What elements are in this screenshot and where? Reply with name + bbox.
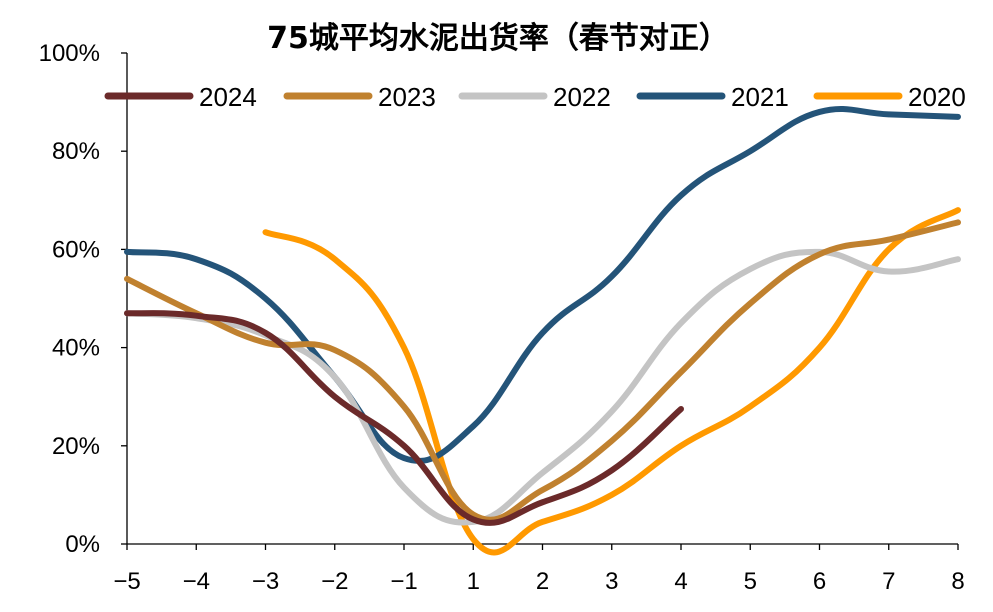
y-tick-label: 0% xyxy=(65,531,100,558)
x-tick-label: −5 xyxy=(113,568,140,595)
series-line-2022 xyxy=(124,248,961,526)
series-line-2021 xyxy=(124,106,961,464)
y-tick-label: 20% xyxy=(52,433,100,460)
x-tick-label: 7 xyxy=(882,568,895,595)
x-tick-label: −4 xyxy=(183,568,210,595)
x-tick-label: −3 xyxy=(252,568,279,595)
legend-label-2020: 2020 xyxy=(908,82,966,112)
series-line-2024 xyxy=(124,310,684,526)
series-line-2020 xyxy=(262,207,961,556)
y-tick-label: 80% xyxy=(52,138,100,165)
y-tick-label: 100% xyxy=(39,40,100,67)
x-tick-label: 2 xyxy=(536,568,549,595)
x-tick-label: −1 xyxy=(390,568,417,595)
x-tick-label: 3 xyxy=(605,568,618,595)
axes: 0% 20% 40% 60% 80% 100% −5 −4 −3 −2 −1 1 2 3 4 5 6 7 8 xyxy=(39,40,965,595)
x-tick-label: −2 xyxy=(321,568,348,595)
y-tick-label: 60% xyxy=(52,236,100,263)
legend-label-2023: 2023 xyxy=(378,82,436,112)
x-tick-label: 4 xyxy=(674,568,687,595)
x-tick-label: 5 xyxy=(744,568,757,595)
x-tick-label: 8 xyxy=(951,568,964,595)
legend: 2024 2023 2022 2021 2020 xyxy=(104,82,966,112)
chart-title: 75城平均水泥出货率（春节对正） xyxy=(267,21,729,56)
series-lines xyxy=(124,106,961,556)
y-tick-label: 40% xyxy=(52,335,100,362)
x-tick-label: 1 xyxy=(467,568,480,595)
legend-label-2024: 2024 xyxy=(199,82,257,112)
x-tick-label: 6 xyxy=(813,568,826,595)
legend-label-2022: 2022 xyxy=(553,82,611,112)
legend-label-2021: 2021 xyxy=(731,82,789,112)
